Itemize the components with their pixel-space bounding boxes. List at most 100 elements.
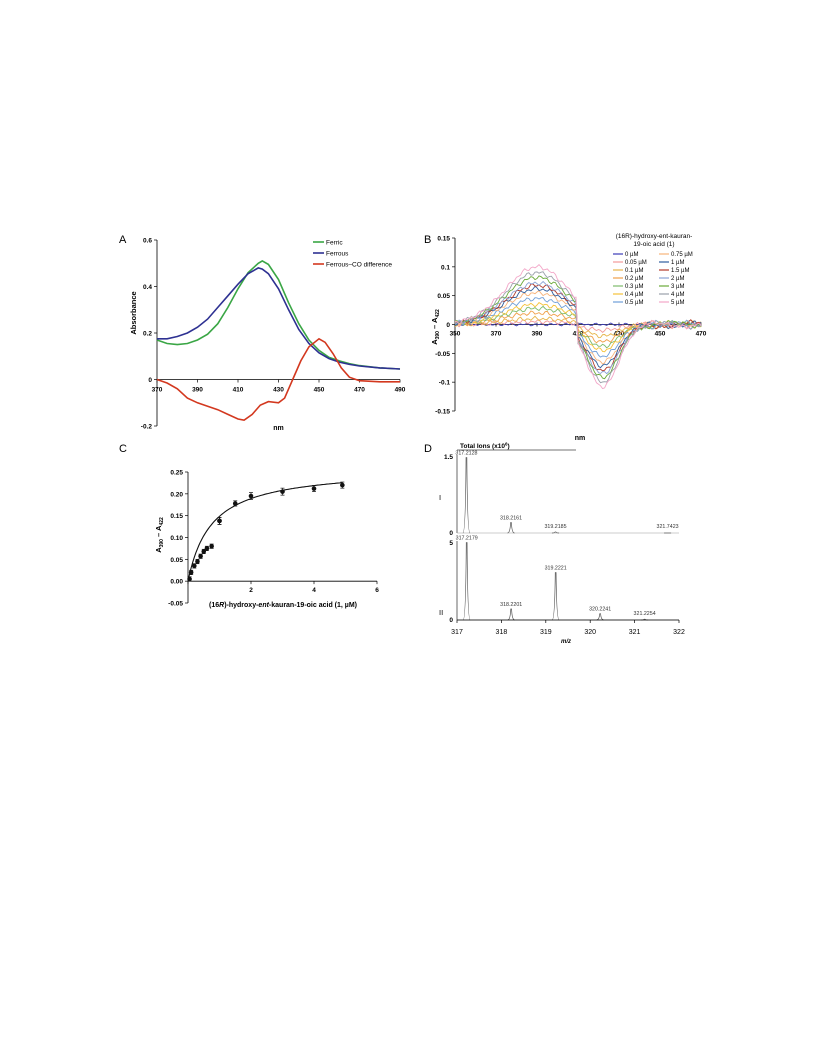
y-label-subscript: 422 <box>159 517 165 526</box>
x-tick-label: 370 <box>152 387 163 394</box>
x-axis-label: nm <box>273 425 284 432</box>
peak-label-3: 321.7423 <box>657 524 679 530</box>
data-point-4 <box>198 553 203 559</box>
legend-label-1: Ferrous <box>326 251 349 258</box>
subplot-label: II <box>439 608 443 617</box>
x-tick-label: 470 <box>354 387 365 394</box>
x-tick-label: 390 <box>192 387 203 394</box>
data-point-14 <box>340 482 345 488</box>
y-tick-label: 0.05 <box>170 557 183 564</box>
x-tick-label: 319 <box>540 629 552 636</box>
x-label-part: (16 <box>209 602 219 609</box>
data-point-2 <box>192 563 197 569</box>
x-tick-label: 490 <box>395 387 406 394</box>
data-point-12 <box>280 489 285 494</box>
x-tick-label: 6 <box>375 587 379 594</box>
y-tick-label: -0.2 <box>141 424 153 431</box>
subplot-ymax-label: 5 <box>449 540 453 547</box>
legend-title-line1: (16R)-hydroxy-ent-kauran- <box>616 233 693 240</box>
subplot-label: I <box>439 493 441 502</box>
spectrum-peak-0 <box>462 542 471 621</box>
panel-d-letter: D <box>424 443 432 455</box>
panel-d-chart: Total Ions (x106) 1.5 0 I 317.2128 318.2161 31… <box>439 442 685 646</box>
spectrum-peak-0 <box>462 457 471 534</box>
subplot-ymin-label: 0 <box>449 617 453 624</box>
y-tick-label: 0.20 <box>170 491 183 498</box>
data-point-7 <box>209 543 214 549</box>
x-tick-label: 317 <box>451 629 463 636</box>
x-tick-label: 318 <box>496 629 508 636</box>
y-tick-label: 0.15 <box>170 513 183 520</box>
y-tick-label: 0.15 <box>437 236 450 243</box>
spectrum-peak-2 <box>551 531 560 534</box>
subplot-ymax-label: 1.5 <box>444 454 453 461</box>
legend-label-11: 3 µM <box>671 284 684 290</box>
peak-label-1: 318.2201 <box>500 602 522 608</box>
y-tick-label: 0.00 <box>170 579 183 586</box>
panel-a-chart: -0.2 0 0.2 0.4 0.6 370 390 410 430 450 470 490 nm Abs… <box>129 238 406 433</box>
x-tick-label: 450 <box>655 331 666 338</box>
y-axis-label: A390 – A422 <box>154 517 165 553</box>
y-label-subscript: 422 <box>435 309 441 318</box>
chart-title: Total Ions (x106) <box>460 442 510 451</box>
y-tick-label: -0.05 <box>435 351 450 358</box>
x-axis-label: nm <box>575 435 586 442</box>
x-tick-label: 470 <box>696 331 707 338</box>
data-point-10 <box>232 501 238 506</box>
spectrum-peak-1 <box>507 522 515 534</box>
x-tick-label: 370 <box>491 331 502 338</box>
legend-title-line2: 19-oic acid (1) <box>633 241 674 248</box>
y-label-part: – A <box>154 525 163 539</box>
x-label-part: )-hydroxy- <box>224 602 259 609</box>
y-axis-label: A390 – A422 <box>430 309 441 345</box>
x-label-italic: R <box>219 602 224 609</box>
data-point-1 <box>188 570 194 575</box>
series-line-13 <box>454 263 702 390</box>
y-tick-label: 0 <box>148 377 152 384</box>
legend-label-3: 0.2 µM <box>625 276 643 282</box>
y-tick-label: -0.1 <box>439 380 451 387</box>
y-tick-label: 0.05 <box>437 293 450 300</box>
y-label-subscript: 390 <box>159 539 165 548</box>
legend-label-7: 0.75 µM <box>671 252 693 258</box>
y-tick-label: -0.15 <box>435 409 450 416</box>
peak-label-4: 321.2254 <box>634 611 656 617</box>
x-tick-label: 4 <box>312 587 316 594</box>
panel-c-letter: C <box>119 443 127 455</box>
y-tick-label: -0.05 <box>168 601 183 608</box>
legend-label-1: 0.05 µM <box>625 260 647 266</box>
y-tick-label: 0.25 <box>170 470 183 477</box>
x-tick-label: 430 <box>273 387 284 394</box>
peak-label-2: 319.2185 <box>544 524 566 530</box>
panel-a-letter: A <box>119 234 127 246</box>
y-axis-label: Absorbance <box>129 291 138 334</box>
x-label-italic: ent <box>258 602 269 609</box>
x-tick-label: 322 <box>673 629 685 636</box>
y-tick-label: 0 <box>446 322 450 329</box>
fit-curve <box>187 482 343 582</box>
legend-label-8: 1 µM <box>671 260 684 266</box>
series-line-0 <box>156 259 401 370</box>
x-tick-label: 390 <box>532 331 543 338</box>
series-line-1 <box>157 267 401 370</box>
panel-c-chart: -0.05 0.00 0.05 0.10 0.15 0.20 0.25 2 4 6 (16R)-hy… <box>154 470 379 610</box>
x-tick-label: 350 <box>450 331 461 338</box>
legend-label-9: 1.5 µM <box>671 268 689 274</box>
series-line-12 <box>454 271 702 384</box>
x-tick-label: 320 <box>584 629 596 636</box>
data-point-0 <box>187 576 192 582</box>
legend-label-0: Ferric <box>326 240 343 247</box>
spectrum-peak-1 <box>507 608 515 621</box>
legend-label-13: 5 µM <box>671 300 684 306</box>
spectrum-peak-2 <box>551 572 560 621</box>
y-tick-label: 0.1 <box>441 264 450 271</box>
subplot-ymin-label: 0 <box>449 530 453 537</box>
data-point-11 <box>248 493 254 499</box>
y-tick-label: 0.10 <box>170 535 183 542</box>
peak-label-2: 319.2221 <box>545 566 567 572</box>
y-tick-label: 0.4 <box>143 284 152 291</box>
title-part: Total Ions (x10 <box>460 443 505 450</box>
y-tick-label: 0.6 <box>143 238 152 245</box>
